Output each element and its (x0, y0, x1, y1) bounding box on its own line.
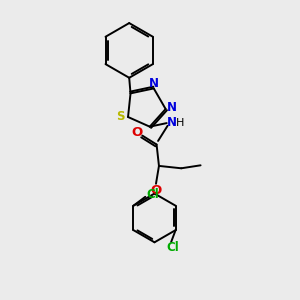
Text: O: O (131, 126, 142, 139)
Text: Cl: Cl (166, 241, 179, 254)
Text: N: N (149, 76, 159, 90)
Text: O: O (150, 184, 162, 197)
Text: N: N (167, 116, 177, 129)
Text: N: N (167, 101, 177, 114)
Text: Cl: Cl (146, 188, 159, 201)
Text: S: S (116, 110, 124, 123)
Text: H: H (176, 118, 184, 128)
